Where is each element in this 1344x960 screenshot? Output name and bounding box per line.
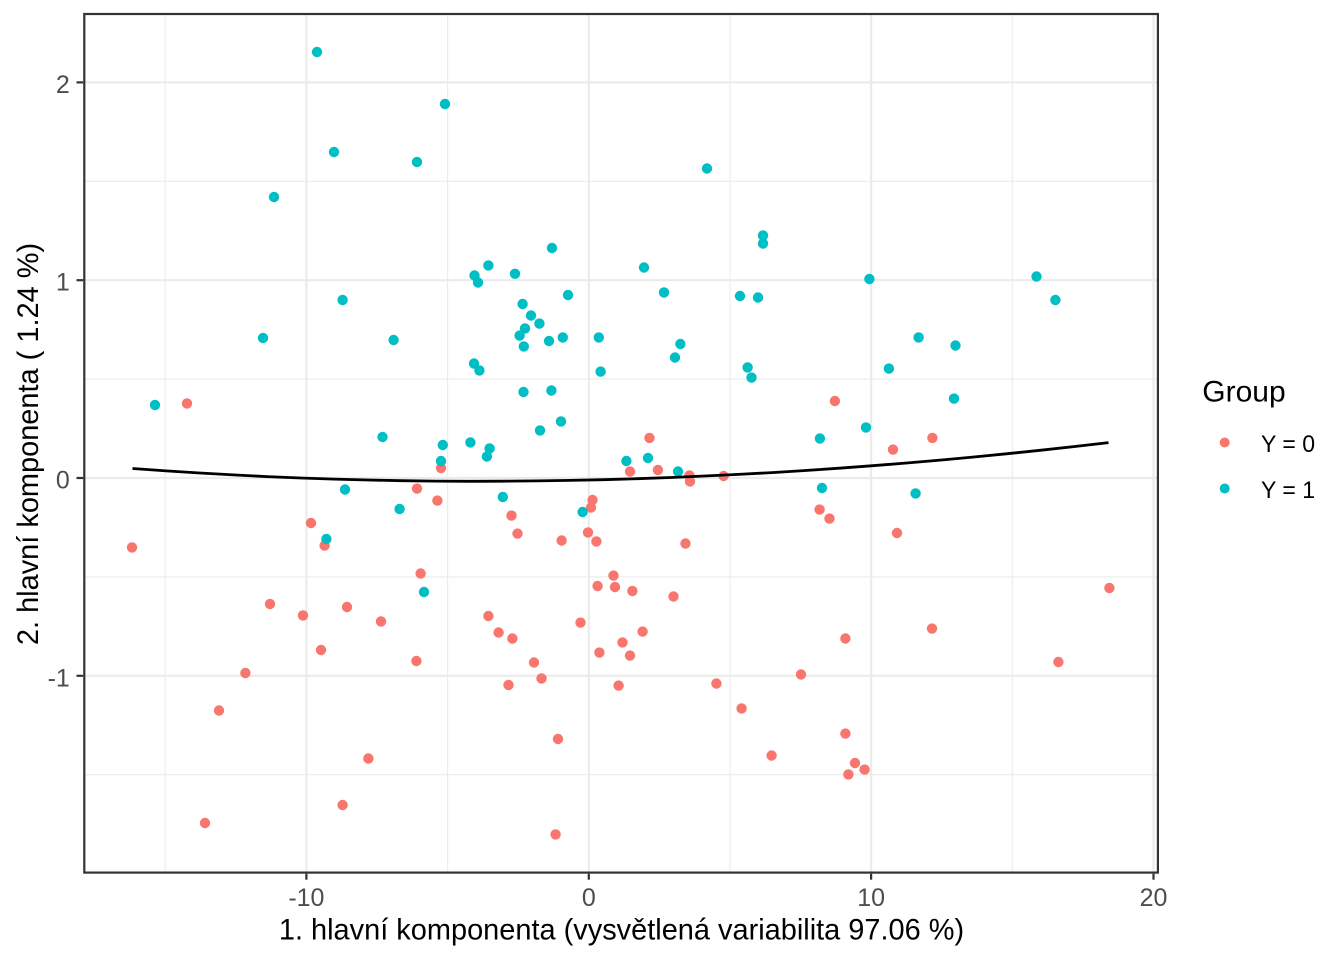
svg-text:1: 1 <box>56 269 70 297</box>
svg-text:10: 10 <box>857 884 885 912</box>
svg-text:1. hlavní komponenta (vysvětle: 1. hlavní komponenta (vysvětlená variabi… <box>279 913 964 947</box>
svg-text:-1: -1 <box>48 664 70 692</box>
svg-text:Y = 1: Y = 1 <box>1261 477 1315 504</box>
svg-text:-10: -10 <box>288 884 324 912</box>
svg-text:0: 0 <box>582 884 596 912</box>
svg-text:0: 0 <box>56 467 70 495</box>
svg-text:20: 20 <box>1140 884 1168 912</box>
svg-text:Group: Group <box>1202 376 1285 409</box>
svg-text:2. hlavní komponenta ( 1.24 %): 2. hlavní komponenta ( 1.24 %) <box>12 243 46 645</box>
svg-text:Y = 0: Y = 0 <box>1261 431 1315 458</box>
svg-text:2: 2 <box>56 71 70 99</box>
